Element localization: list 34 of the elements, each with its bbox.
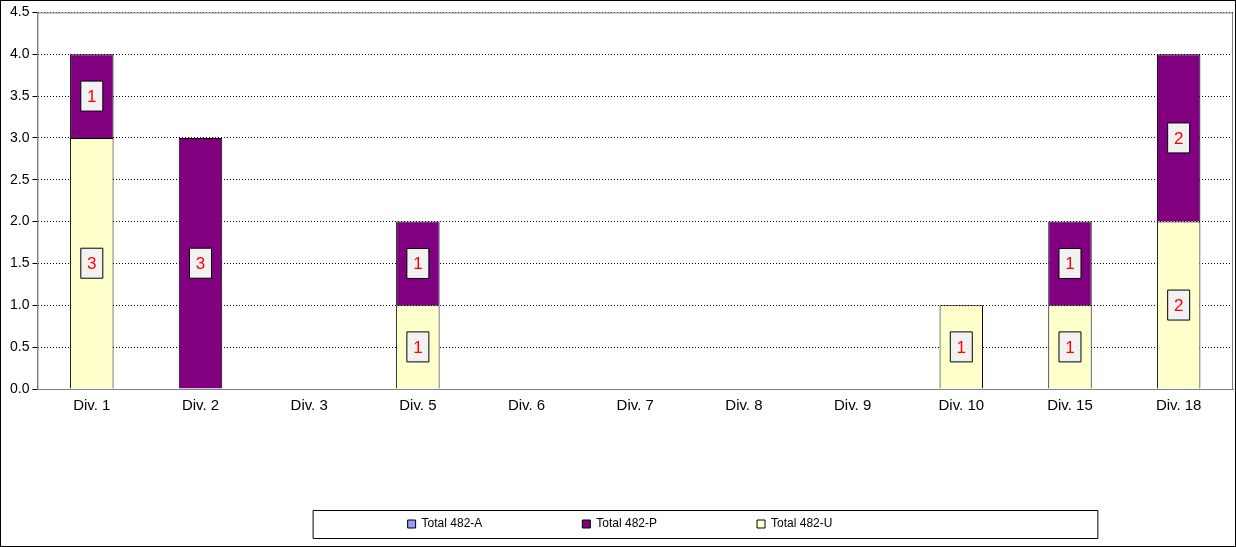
y-tick-label: 3.5 <box>9 86 30 103</box>
x-tick-label: Div. 3 <box>290 396 328 414</box>
x-tick-label: Div. 9 <box>833 396 872 414</box>
y-tick-label: 0.5 <box>9 338 30 355</box>
data-label: 1 <box>413 337 423 357</box>
legend-label: Total 482-A <box>421 516 483 531</box>
data-label: 1 <box>87 86 97 106</box>
legend-label: Total 482-U <box>771 516 833 531</box>
y-tick-label: 0.0 <box>9 379 30 396</box>
y-tick-label: 4.0 <box>9 45 30 62</box>
data-label: 1 <box>956 337 967 357</box>
data-label: 3 <box>195 253 206 273</box>
data-label: 1 <box>1065 337 1075 357</box>
x-tick-label: Div. 15 <box>1047 396 1093 414</box>
y-tick-label: 3.0 <box>9 128 30 145</box>
x-tick-label: Div. 18 <box>1155 396 1202 414</box>
x-tick-label: Div. 2 <box>181 396 220 414</box>
y-tick-label: 2.0 <box>9 212 30 229</box>
y-tick-label: 2.5 <box>9 170 30 187</box>
data-label: 1 <box>1065 254 1075 274</box>
y-tick-label: 4.5 <box>9 3 30 20</box>
y-tick-label: 1.0 <box>9 296 30 313</box>
x-tick-label: Div. 5 <box>399 396 437 414</box>
data-label: 2 <box>1173 295 1184 315</box>
data-label: 2 <box>1173 128 1184 148</box>
legend-label: Total 482-P <box>596 516 658 531</box>
x-tick-label: Div. 8 <box>725 396 763 414</box>
data-label: 3 <box>87 253 97 273</box>
data-label: 1 <box>413 254 423 274</box>
x-tick-label: Div. 6 <box>507 396 546 414</box>
x-tick-label: Div. 1 <box>73 396 111 414</box>
y-tick-label: 1.5 <box>9 254 30 271</box>
x-tick-label: Div. 7 <box>616 396 654 414</box>
x-tick-label: Div. 10 <box>938 396 985 414</box>
